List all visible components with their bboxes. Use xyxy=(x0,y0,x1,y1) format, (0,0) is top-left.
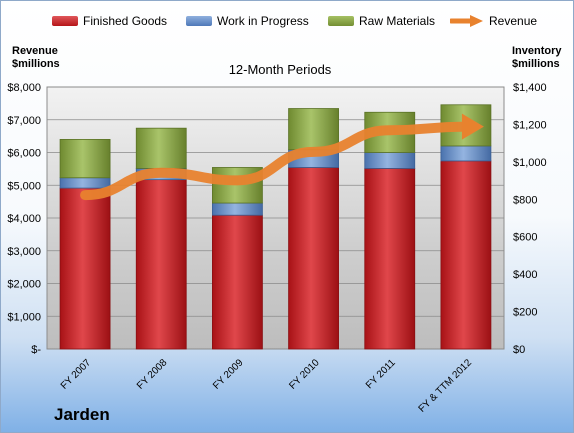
left-tick-label: $1,000 xyxy=(7,311,41,323)
left-tick-label: $- xyxy=(31,344,41,356)
bar-segment-work-in-progress xyxy=(59,177,111,189)
bar-segment-finished-goods xyxy=(288,167,339,350)
x-tick-label: FY 2011 xyxy=(364,357,398,391)
right-tick-label: $600 xyxy=(513,232,537,244)
bar-segment-finished-goods xyxy=(135,179,187,350)
bar-segment-work-in-progress xyxy=(364,152,416,169)
x-tick-label: FY & TTM 2012 xyxy=(417,357,475,415)
left-tick-label: $3,000 xyxy=(7,246,41,258)
x-tick-label: FY 2008 xyxy=(135,357,170,392)
legend-item-revenue: Revenue xyxy=(450,14,537,28)
x-tick-label: FY 2009 xyxy=(211,357,246,392)
bar-segment-finished-goods xyxy=(212,214,263,350)
right-tick-label: $1,400 xyxy=(513,82,547,94)
bar-segment-finished-goods xyxy=(364,168,416,350)
right-tick-label: $0 xyxy=(513,344,525,356)
x-tick-label: FY 2010 xyxy=(287,357,322,392)
bar-segment-work-in-progress xyxy=(440,145,492,162)
left-axis-title-line1: Revenue xyxy=(12,45,58,57)
right-axis-title: Inventory $millions xyxy=(512,45,562,71)
right-tick-label: $200 xyxy=(513,307,537,319)
right-tick-label: $400 xyxy=(513,269,537,281)
left-tick-label: $5,000 xyxy=(7,180,41,192)
left-axis-title: Revenue $millions xyxy=(12,45,60,71)
bar-segment-raw-materials xyxy=(135,127,187,169)
right-tick-label: $1,200 xyxy=(513,119,547,131)
legend-label-finished-goods: Finished Goods xyxy=(83,14,168,28)
right-axis-title-line1: Inventory xyxy=(512,45,562,57)
legend-label-work-in-progress: Work in Progress xyxy=(217,14,309,28)
bar-segment-finished-goods xyxy=(59,187,111,350)
left-tick-label: $8,000 xyxy=(7,82,41,94)
left-tick-label: $2,000 xyxy=(7,279,41,291)
bar-segment-raw-materials xyxy=(288,108,339,151)
legend: Finished Goods Work in Progress Raw Mate… xyxy=(0,14,574,34)
legend-swatch-finished-goods xyxy=(52,16,78,26)
legend-item-work-in-progress: Work in Progress xyxy=(186,14,309,28)
revenue-arrowhead xyxy=(461,113,484,140)
revenue-line xyxy=(80,121,471,201)
company-name: Jarden xyxy=(54,405,110,424)
right-tick-label: $1,000 xyxy=(513,157,547,169)
x-tick-label: FY 2007 xyxy=(59,357,94,392)
left-tick-label: $6,000 xyxy=(7,148,41,160)
chart-title: 12-Month Periods xyxy=(228,62,332,77)
legend-item-finished-goods: Finished Goods xyxy=(52,14,167,28)
right-axis-title-line2: $millions xyxy=(512,58,560,70)
legend-swatch-work-in-progress xyxy=(186,16,212,26)
bar-segment-work-in-progress xyxy=(212,202,263,216)
legend-label-revenue: Revenue xyxy=(489,14,538,28)
left-tick-label: $4,000 xyxy=(7,213,41,225)
legend-arrow-revenue xyxy=(450,15,483,27)
legend-label-raw-materials: Raw Materials xyxy=(359,14,436,28)
left-axis-title-line2: $millions xyxy=(12,58,60,70)
left-tick-label: $7,000 xyxy=(7,115,41,127)
legend-swatch-raw-materials xyxy=(328,16,354,26)
bar-segment-raw-materials xyxy=(59,138,111,179)
legend-item-raw-materials: Raw Materials xyxy=(328,14,435,28)
bar-segment-finished-goods xyxy=(440,160,492,350)
right-tick-label: $800 xyxy=(513,194,537,206)
